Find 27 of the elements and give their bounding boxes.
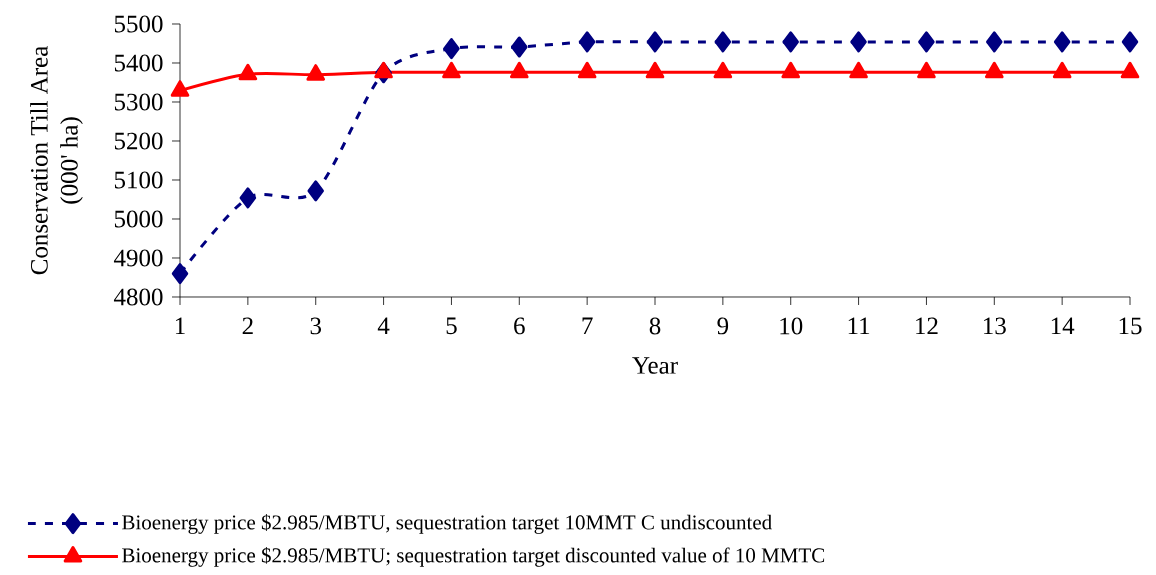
x-tick-label: 7 xyxy=(582,317,593,334)
y-tick-label: 5000 xyxy=(114,210,163,228)
x-tick-label: 14 xyxy=(1051,317,1075,335)
x-tick-label: 13 xyxy=(984,317,1006,335)
x-tick-label: 11 xyxy=(848,317,870,335)
x-tick-label: 10 xyxy=(780,317,803,335)
y-tick-label: 5400 xyxy=(114,54,163,72)
x-tick-label: 3 xyxy=(310,317,321,335)
x-tick-label: 5 xyxy=(446,317,457,335)
x-axis-title: Year xyxy=(632,357,678,374)
y-tick-label: 5200 xyxy=(114,132,163,150)
y-tick-label: 4900 xyxy=(113,249,163,267)
y-tick-label: 4800 xyxy=(113,288,163,306)
y-tick-label: 5300 xyxy=(114,93,163,111)
x-tick-label: 1 xyxy=(175,317,185,335)
x-tick-label: 6 xyxy=(514,317,525,335)
y-axis-title: Conservation Till Area (000' ha) xyxy=(30,46,83,275)
x-tick-label: 9 xyxy=(717,317,729,335)
x-tick-label: 8 xyxy=(649,317,661,335)
x-tick-label: 4 xyxy=(377,317,390,334)
legend-label: Bioenergy price $2.985/MBTU; sequestration target discounted value of 10 MMTC xyxy=(122,547,825,567)
y-tick-label: 5100 xyxy=(114,171,163,189)
x-tick-label: 2 xyxy=(242,317,253,335)
x-tick-label: 15 xyxy=(1119,317,1142,335)
x-tick-label: 12 xyxy=(916,317,938,335)
legend-label: Bioenergy price $2.985/MBTU, sequestration target 10MMT C undiscounted xyxy=(122,514,772,534)
y-tick-label: 5500 xyxy=(114,15,163,33)
